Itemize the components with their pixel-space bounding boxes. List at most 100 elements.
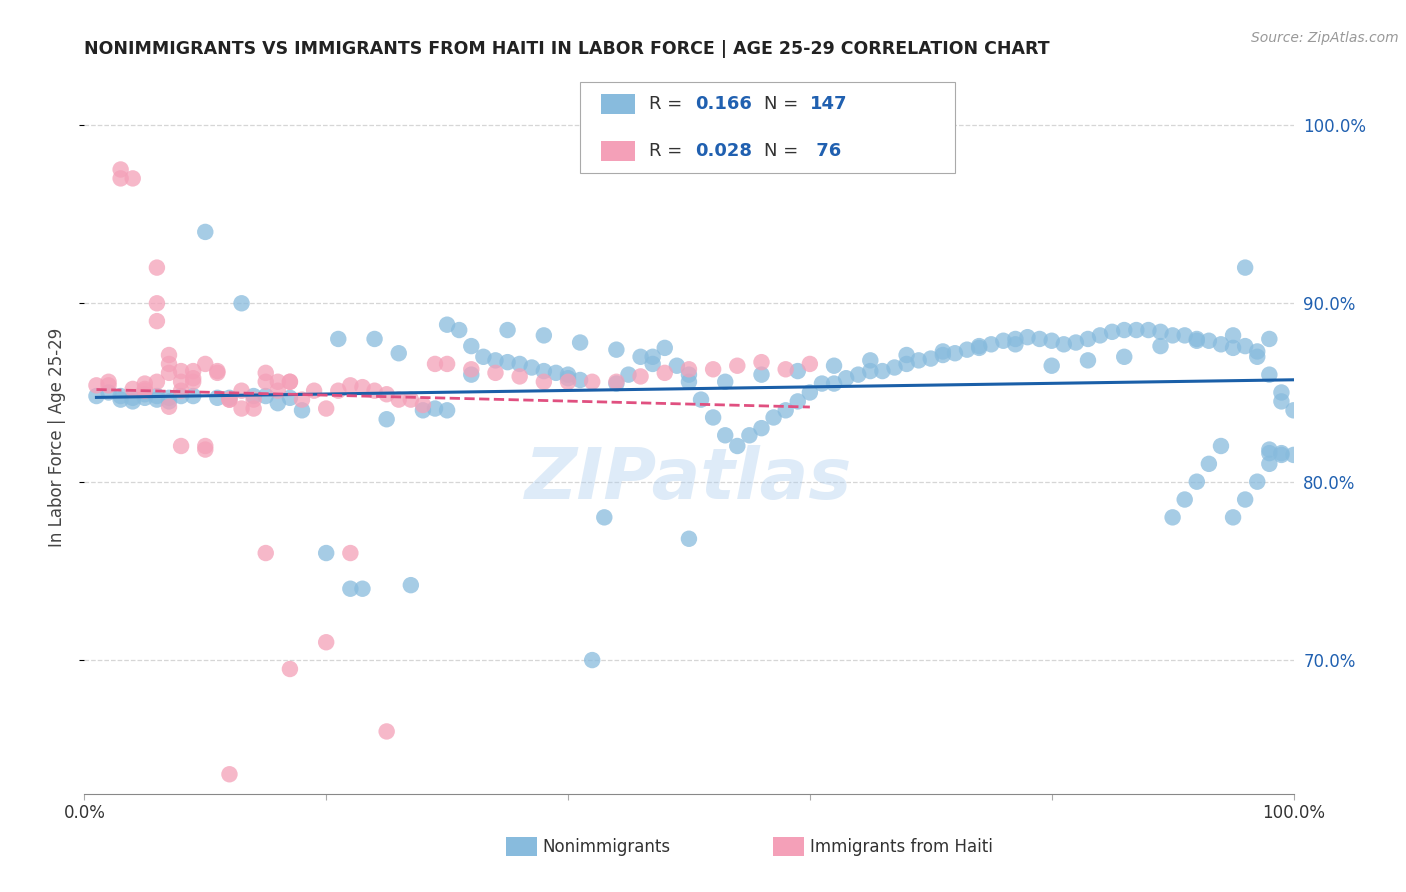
Point [1040,359,1063,373]
Point [932,348,955,362]
Point [1234,339,1257,353]
Point [121,394,143,409]
Point [218,767,240,781]
Point [157,366,180,380]
Point [412,403,434,417]
Point [1270,448,1292,462]
Point [714,428,737,442]
Point [267,396,290,410]
Point [134,376,156,391]
Point [1258,368,1281,382]
Point [267,375,290,389]
Point [242,392,264,407]
Point [339,582,361,596]
Point [1149,325,1171,339]
Point [1064,335,1087,350]
Point [557,368,579,382]
Point [533,375,555,389]
Point [146,296,169,310]
Point [678,362,700,376]
Point [170,375,193,389]
Point [194,225,217,239]
Point [170,439,193,453]
Point [363,332,385,346]
Point [388,346,411,360]
Point [533,328,555,343]
Bar [600,141,634,161]
Point [593,510,616,524]
Point [157,391,180,405]
Point [1246,475,1268,489]
Text: NONIMMIGRANTS VS IMMIGRANTS FROM HAITI IN LABOR FORCE | AGE 25-29 CORRELATION CH: NONIMMIGRANTS VS IMMIGRANTS FROM HAITI I… [84,40,1050,58]
Point [110,162,132,177]
Point [110,392,132,407]
Point [1114,350,1136,364]
Point [1125,323,1147,337]
Point [762,410,785,425]
Point [1198,334,1220,348]
Point [1077,353,1099,368]
Point [581,375,603,389]
Point [254,389,277,403]
Point [641,357,664,371]
Point [1137,323,1160,337]
Point [786,364,808,378]
Point [496,323,519,337]
Point [194,357,217,371]
Y-axis label: In Labor Force | Age 25-29: In Labor Force | Age 25-29 [48,327,66,547]
Point [254,546,277,560]
Point [460,339,482,353]
Point [291,392,314,407]
Point [207,364,229,378]
Point [157,400,180,414]
Bar [600,94,634,114]
Point [1174,328,1197,343]
Point [605,343,627,357]
Point [134,384,156,398]
Point [375,387,398,401]
Text: N =: N = [763,95,804,112]
Text: Source: ZipAtlas.com: Source: ZipAtlas.com [1251,31,1399,45]
Point [170,389,193,403]
Text: 147: 147 [810,95,848,112]
Point [302,384,325,398]
Point [533,364,555,378]
Point [1222,510,1244,524]
Point [786,394,808,409]
Point [121,382,143,396]
Point [484,366,506,380]
Text: N =: N = [763,142,804,160]
Point [775,403,797,417]
Point [605,375,627,389]
Point [725,439,748,453]
Point [509,357,531,371]
Point [943,346,966,360]
Point [134,391,156,405]
Point [1258,446,1281,460]
Point [278,391,301,405]
Point [242,401,264,416]
Point [799,385,821,400]
Point [1209,337,1232,351]
Point [339,378,361,392]
Point [231,401,253,416]
Point [751,368,773,382]
Point [1258,457,1281,471]
Point [641,350,664,364]
Point [896,357,918,371]
Point [811,376,834,391]
Text: 76: 76 [810,142,841,160]
Point [678,532,700,546]
Point [1114,323,1136,337]
Text: R =: R = [650,95,688,112]
Point [399,392,422,407]
Point [460,368,482,382]
Point [956,343,979,357]
Point [181,364,204,378]
Point [218,391,240,405]
Point [896,348,918,362]
Text: R =: R = [650,142,688,160]
Point [835,371,858,385]
Point [315,635,337,649]
Point [278,662,301,676]
